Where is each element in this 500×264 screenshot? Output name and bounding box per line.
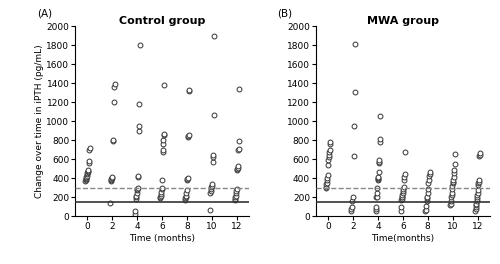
Title: MWA group: MWA group bbox=[367, 16, 439, 26]
X-axis label: Time (months): Time (months) bbox=[129, 234, 195, 243]
Text: (B): (B) bbox=[278, 9, 292, 19]
Text: (A): (A) bbox=[36, 9, 52, 19]
Title: Control group: Control group bbox=[119, 16, 206, 26]
Y-axis label: Change over time in iPTH (pg/mL): Change over time in iPTH (pg/mL) bbox=[34, 45, 43, 198]
X-axis label: Time(months): Time(months) bbox=[372, 234, 434, 243]
